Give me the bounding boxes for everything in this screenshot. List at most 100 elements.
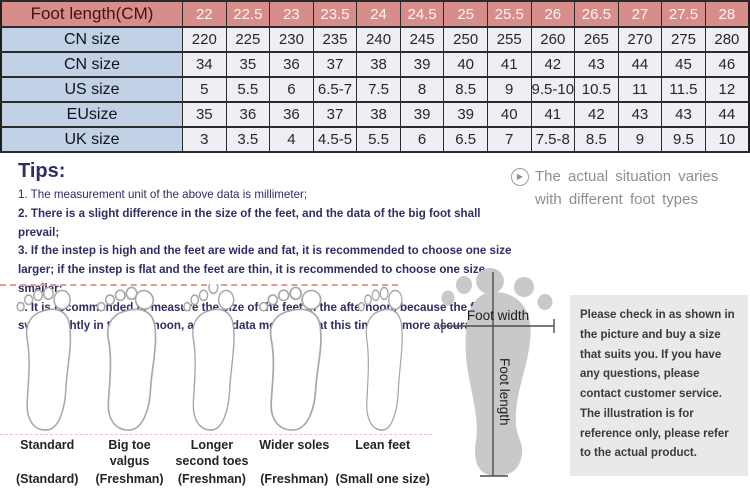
foot-art [14, 284, 80, 432]
header-size-cell: 22 [182, 0, 227, 28]
table-row: CN size 34 35 36 37 38 39 40 41 42 43 44 45 46 [0, 51, 750, 78]
foot-outline-illustration [16, 286, 72, 431]
header-size-cell: 28 [704, 0, 750, 28]
table-row: US size 5 5.5 6 6.5-7 7.5 8 8.5 9 9.5-10 10.5 11 11.… [0, 76, 750, 103]
size-cell: 250 [443, 26, 488, 53]
size-cell: 6.5 [443, 126, 488, 153]
foot-art [181, 284, 243, 432]
size-cell: 44 [704, 101, 750, 128]
size-cell: 275 [661, 26, 706, 53]
table-row: EUsize 35 36 36 37 38 39 39 40 41 42 43 43 44 [0, 101, 750, 128]
header-size-cell: 25.5 [486, 0, 532, 28]
size-cell: 245 [399, 26, 445, 53]
size-cell: 38 [356, 51, 401, 78]
size-cell: 40 [486, 101, 532, 128]
size-cell: 43 [574, 51, 619, 78]
foot-type-subtitle: (Freshman) [177, 472, 246, 486]
foot-type: Longer second toes (Freshman) [171, 284, 253, 486]
size-cell: 11 [617, 76, 663, 103]
size-cell: 3 [182, 126, 227, 153]
header-size-cell: 23 [269, 0, 314, 28]
header-size-cell: 27 [617, 0, 663, 28]
size-cell: 240 [356, 26, 401, 53]
size-cell: 6 [269, 76, 314, 103]
header-label: Foot length(CM) [0, 0, 183, 28]
foot-outline-illustration [96, 286, 156, 431]
size-cell: 46 [704, 51, 750, 78]
size-cell: 35 [225, 51, 271, 78]
table-row: CN size 220 225 230 235 240 245 250 255 260 265 270… [0, 26, 750, 53]
footprint-illustration: Foot width Foot length [441, 268, 555, 477]
size-cell: 37 [312, 51, 358, 78]
size-cell: 4.5-5 [312, 126, 358, 153]
size-cell: 11.5 [661, 76, 706, 103]
size-cell: 230 [269, 26, 314, 53]
size-cell: 7 [486, 126, 532, 153]
table-header-row: Foot length(CM) 22 22.5 23 23.5 24 24.5 25 25.5… [0, 0, 750, 28]
size-cell: 12 [704, 76, 750, 103]
size-cell: 3.5 [225, 126, 271, 153]
size-cell: 270 [617, 26, 663, 53]
foot-type-subtitle: (Small one size) [335, 472, 430, 486]
foot-outline-illustration [357, 286, 403, 431]
size-cell: 39 [399, 51, 445, 78]
tip-line: 2. There is a slight difference in the s… [18, 206, 481, 239]
size-cell: 10 [704, 126, 750, 153]
size-table: Foot length(CM) 22 22.5 23 23.5 24 24.5 25 25.5… [0, 0, 750, 153]
size-cell: 42 [530, 51, 576, 78]
size-cell: 43 [661, 101, 706, 128]
size-cell: 8.5 [443, 76, 488, 103]
foot-type: Big toe valgus (Freshman) [88, 284, 170, 486]
header-size-cell: 23.5 [312, 0, 358, 28]
size-cell: 220 [182, 26, 227, 53]
foot-type-subtitle: (Freshman) [95, 472, 164, 486]
row-label: CN size [0, 51, 183, 78]
foot-length-label: Foot length [497, 358, 512, 426]
notice-text: Please check in as shown in the picture … [580, 309, 735, 460]
size-cell: 5.5 [356, 126, 401, 153]
size-cell: 40 [443, 51, 488, 78]
size-cell: 9 [486, 76, 532, 103]
size-cell: 43 [617, 101, 663, 128]
row-label: US size [0, 76, 183, 103]
header-size-cell: 24.5 [399, 0, 445, 28]
size-cell: 44 [617, 51, 663, 78]
foot-type: Lean feet (Small one size) [336, 284, 430, 486]
size-cell: 10.5 [574, 76, 619, 103]
size-cell: 45 [661, 51, 706, 78]
size-cell: 36 [225, 101, 271, 128]
size-table-body: CN size 220 225 230 235 240 245 250 255 260 265 270… [0, 26, 750, 153]
foot-outline-illustration [183, 284, 235, 431]
foot-outline-illustration [259, 286, 323, 431]
header-size-cell: 24 [356, 0, 401, 28]
size-cell: 7.5 [356, 76, 401, 103]
size-cell: 7.5-8 [530, 126, 576, 153]
size-cell: 235 [312, 26, 358, 53]
row-label: EUsize [0, 101, 183, 128]
notice-box: Please check in as shown in the picture … [570, 295, 748, 477]
foot-types-row: Standard (Standard) Big toe valgus (Freshma… [6, 284, 430, 486]
size-cell: 9 [617, 126, 663, 153]
tip-line: 3. If the instep is high and the feet ar… [18, 244, 512, 295]
size-cell: 39 [399, 101, 445, 128]
foot-art [356, 284, 410, 432]
size-cell: 41 [530, 101, 576, 128]
size-cell: 255 [486, 26, 532, 53]
foot-type-name: Longer second toes [175, 438, 249, 468]
size-cell: 225 [225, 26, 271, 53]
tips-title: Tips: [18, 160, 66, 182]
dashed-guide-line-bottom [0, 434, 432, 435]
row-label: CN size [0, 26, 183, 53]
foot-type-name: Lean feet [355, 438, 411, 452]
size-cell: 9.5 [661, 126, 706, 153]
header-size-cell: 25 [443, 0, 488, 28]
size-cell: 8.5 [574, 126, 619, 153]
header-size-cell: 26.5 [574, 0, 619, 28]
foot-measure-diagram: Foot width Foot length [428, 268, 573, 482]
size-cell: 260 [530, 26, 576, 53]
foot-type-name: Big toe valgus [108, 438, 151, 468]
foot-type: Standard (Standard) [6, 284, 88, 486]
foot-type: Wider soles (Freshman) [253, 284, 335, 486]
size-cell: 280 [704, 26, 750, 53]
foot-art [256, 284, 332, 432]
